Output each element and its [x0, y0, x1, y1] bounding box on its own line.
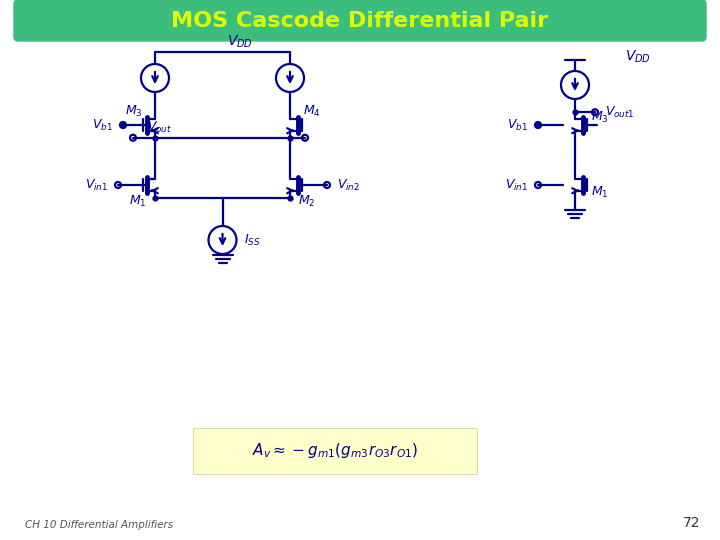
Text: $M_4$: $M_4$ [302, 104, 320, 119]
Text: $V_{DD}$: $V_{DD}$ [228, 34, 253, 50]
Text: $M_2$: $M_2$ [298, 194, 315, 209]
FancyBboxPatch shape [14, 0, 706, 41]
Text: $V_{in1}$: $V_{in1}$ [505, 178, 528, 193]
Text: $M_1$: $M_1$ [129, 194, 147, 209]
Text: $V_{b1}$: $V_{b1}$ [92, 117, 113, 132]
Text: MOS Cascode Differential Pair: MOS Cascode Differential Pair [171, 11, 549, 31]
Text: $V_{in1}$: $V_{in1}$ [85, 178, 108, 193]
Text: $M_1$: $M_1$ [590, 185, 608, 200]
FancyBboxPatch shape [193, 428, 477, 474]
Text: $V_{in2}$: $V_{in2}$ [337, 178, 360, 193]
Text: $V_{b1}$: $V_{b1}$ [507, 117, 528, 132]
Text: $V_{out1}$: $V_{out1}$ [605, 105, 634, 120]
Text: CH 10 Differential Amplifiers: CH 10 Differential Amplifiers [25, 520, 173, 530]
Text: $M_3$: $M_3$ [125, 104, 143, 119]
Text: $A_v \approx -g_{m1}(g_{m3}r_{O3}r_{O1})$: $A_v \approx -g_{m1}(g_{m3}r_{O3}r_{O1})… [252, 442, 418, 461]
Text: $M_3$: $M_3$ [590, 110, 608, 125]
Text: 72: 72 [683, 516, 700, 530]
Text: $V_{out}$: $V_{out}$ [147, 120, 172, 136]
Text: $I_{SS}$: $I_{SS}$ [245, 232, 261, 247]
Text: $V_{DD}$: $V_{DD}$ [625, 49, 651, 65]
